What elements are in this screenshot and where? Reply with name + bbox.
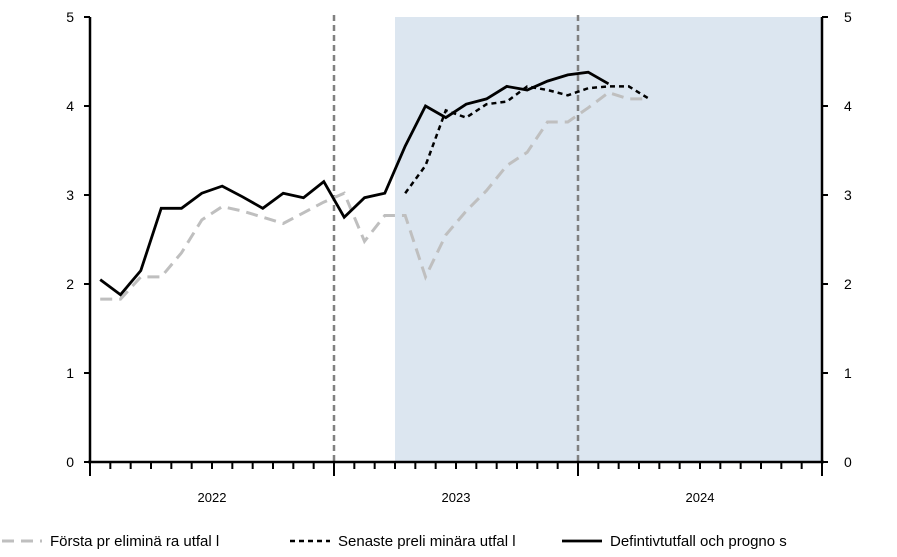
legend-item-definitive-and-forecast: Defintivtutfall och progno s [560,530,787,552]
series-line-2 [99,70,610,297]
left-y-tick-label: 0 [66,454,74,470]
left-y-tick-label: 4 [66,98,74,114]
legend-swatch-black-dotted [288,530,332,552]
legend-swatch-black-solid [560,530,604,552]
left-y-tick-label: 2 [66,276,74,292]
right-y-tick-label: 5 [844,9,852,25]
left-y-tick-label: 3 [66,187,74,203]
line-chart: 0 1 2 3 4 5 0 1 2 3 4 5 2022 2023 2024 [66,9,852,505]
series-lines [99,70,650,301]
right-y-tick-label: 0 [844,454,852,470]
series-line-1 [404,85,650,194]
legend-label: Första pr eliminä ra utfal l [50,532,220,550]
axes: 0 1 2 3 4 5 0 1 2 3 4 5 2022 2023 2024 [66,9,852,505]
x-tick-label: 2022 [198,490,227,505]
shaded-forecast-region [395,17,822,462]
right-y-tick-label: 2 [844,276,852,292]
left-y-tick-label: 5 [66,9,74,25]
shaded-region [395,17,822,462]
legend: Första pr eliminä ra utfal l Senaste pre… [0,530,897,552]
x-tick-label: 2023 [442,490,471,505]
left-y-tick-label: 1 [66,365,74,381]
legend-swatch-gray-dashed [0,530,44,552]
series-line-0 [100,90,650,301]
legend-label: Senaste preli minära utfal l [338,532,516,550]
vertical-reference-lines [332,15,580,462]
x-tick-label: 2024 [686,490,715,505]
legend-item-latest-preliminary: Senaste preli minära utfal l [288,530,516,552]
right-y-tick-label: 1 [844,365,852,381]
right-y-tick-label: 4 [844,98,852,114]
legend-label: Defintivtutfall och progno s [610,532,787,550]
legend-item-first-preliminary: Första pr eliminä ra utfal l [0,530,219,552]
right-y-tick-label: 3 [844,187,852,203]
